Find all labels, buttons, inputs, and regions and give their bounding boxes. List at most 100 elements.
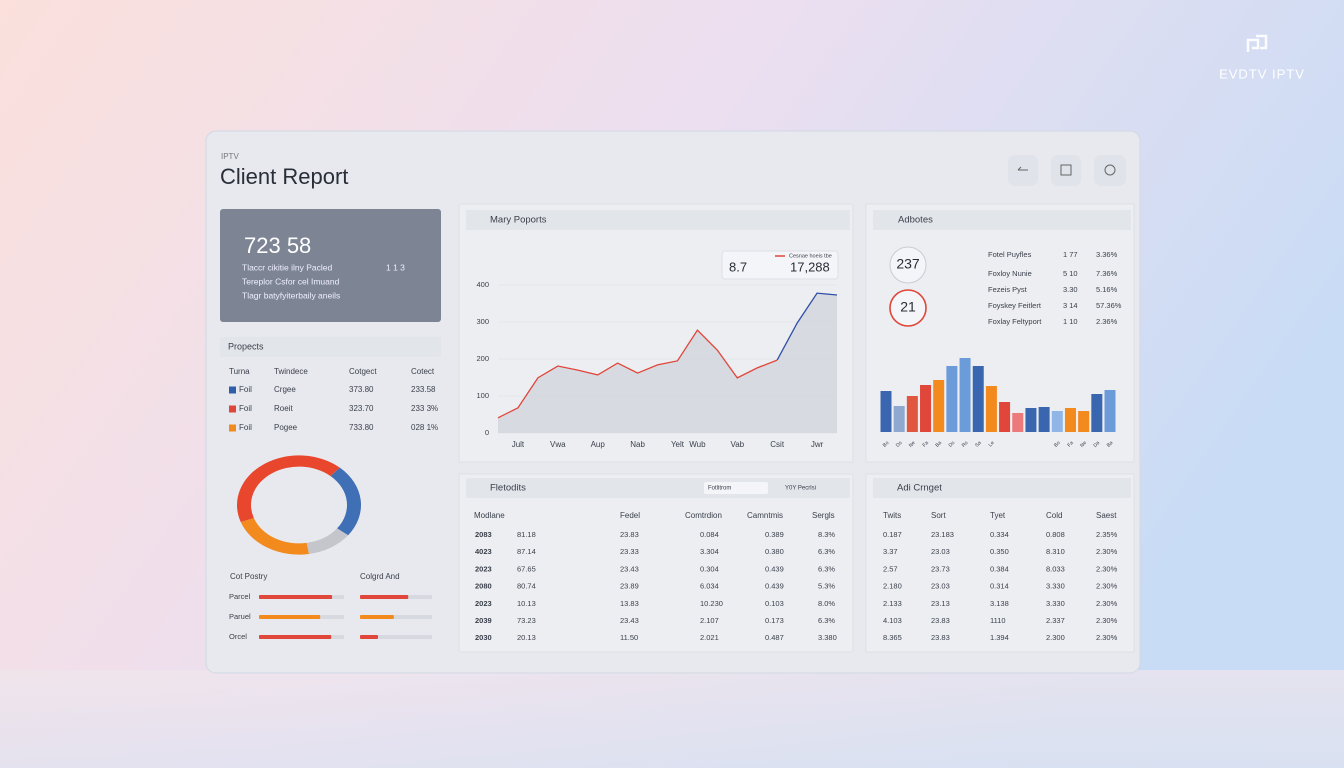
summary-item: Tereplor Csfor cel Imuand (242, 276, 340, 286)
cell: 8.0% (818, 599, 835, 608)
filter: Y0Y Pecrlsi (785, 486, 816, 492)
column-header: Camntmis (747, 511, 783, 520)
cell: 2.133 (883, 599, 902, 608)
cell: 1.394 (990, 633, 1009, 642)
column-header: Twits (883, 511, 901, 520)
cell: 0.103 (765, 599, 784, 608)
tooltip-box (721, 250, 839, 280)
progress-label: Parcel (229, 592, 251, 601)
bar (1012, 413, 1024, 432)
column-header: Modlane (474, 511, 505, 520)
panel-title: Propects (228, 341, 264, 351)
cell: 0.304 (700, 564, 719, 573)
cell: 3.380 (818, 633, 837, 642)
cell: 2.300 (1046, 633, 1065, 642)
summary-item: Tlaccr cikitie ilny Pacled (242, 262, 332, 272)
tooltip-label: 17,288 (790, 259, 830, 274)
ring-value: 237 (896, 256, 920, 272)
x-tick-label: Wub (689, 440, 706, 449)
bar (920, 385, 932, 432)
filter-box[interactable] (704, 482, 768, 494)
ring (889, 246, 927, 284)
cell: 2023 (475, 564, 492, 573)
cell: 6.3% (818, 564, 835, 573)
cell: 8.033 (1046, 564, 1065, 573)
cell: 2039 (475, 616, 492, 625)
line-panel-header (466, 210, 850, 230)
cell: 233.58 (411, 385, 436, 394)
x-tick-label: Jwr (811, 440, 824, 449)
stat-cell: 5.16% (1096, 285, 1118, 294)
stat-cell: 2.36% (1096, 317, 1118, 326)
save-button[interactable] (1051, 155, 1081, 186)
x-tick-label: Ne (1079, 440, 1088, 449)
cell: 2.57 (883, 564, 898, 573)
stat-cell: Fotel Puyfles (988, 250, 1032, 259)
progress-heading: Colgrd And (360, 572, 400, 581)
progress-fill (259, 615, 321, 619)
column-header: Twindece (274, 367, 308, 376)
column-header: Sergls (812, 511, 835, 520)
settings-button[interactable] (1094, 155, 1126, 186)
stats-panel-header (873, 210, 1131, 230)
cell: 6.3% (818, 547, 835, 556)
panel-title: Adi Crnget (897, 483, 942, 494)
x-tick-label: Sa (974, 440, 983, 449)
donut-segment (237, 455, 340, 522)
column-header: Tyet (990, 511, 1006, 520)
y-tick-label: 400 (476, 280, 489, 289)
stat-cell: 57.36% (1096, 301, 1122, 310)
stat-cell: 5 10 (1063, 269, 1078, 278)
bar (959, 358, 971, 432)
y-tick-label: 200 (476, 354, 489, 363)
progress-label: Paruel (229, 612, 251, 621)
line-area (777, 293, 837, 433)
cell: 2.30% (1096, 633, 1118, 642)
column-header: Turna (229, 367, 250, 376)
x-tick-label: Rs (961, 440, 970, 449)
cell: 23.33 (620, 547, 639, 556)
cell: 2083 (475, 530, 492, 539)
line (497, 329, 778, 419)
brand-name: EVDTV IPTV (1219, 66, 1305, 81)
row-swatch (229, 424, 236, 432)
cell: Crgee (274, 385, 296, 394)
ring (889, 289, 927, 327)
column-header: Cotgect (349, 367, 377, 376)
cell: 3.330 (1046, 599, 1065, 608)
stat-cell: 3.30 (1063, 285, 1078, 294)
summary-item: Tlagr batyfyiterbaily aneils (242, 290, 340, 300)
cell: 0.314 (990, 582, 1009, 591)
x-tick-label: Bo (1053, 440, 1062, 449)
bar (893, 406, 905, 432)
bar (1104, 390, 1116, 432)
x-tick-label: Ds (895, 440, 904, 449)
stat-cell: Foxlay Feltyport (988, 317, 1042, 326)
cell: 323.70 (349, 404, 374, 413)
table2-panel-header (873, 478, 1131, 498)
x-tick-label: Yelt (671, 440, 685, 449)
cell: 0.173 (765, 616, 784, 625)
cell: 3.138 (990, 599, 1009, 608)
stat-cell: Foyskey Feitlert (988, 301, 1042, 310)
x-tick-label: Ba (934, 440, 943, 449)
cell: 87.14 (517, 547, 536, 556)
stat-cell: 3 14 (1063, 301, 1078, 310)
cell: 3.37 (883, 547, 898, 556)
bar (1038, 407, 1050, 432)
cell: 233 3% (411, 404, 438, 413)
save-icon (1060, 164, 1072, 176)
x-tick-label: Jult (512, 440, 525, 449)
cell: 0.439 (765, 582, 784, 591)
cell: 3.330 (1046, 582, 1065, 591)
row-swatch (229, 386, 236, 394)
cell: 0.334 (990, 530, 1009, 539)
cell: 0.084 (700, 530, 719, 539)
cell: 6.034 (700, 582, 719, 591)
cell: 0.389 (765, 530, 784, 539)
cell: 23.13 (931, 599, 950, 608)
filter: Fotlitrom (708, 486, 731, 492)
donut-segment (330, 467, 361, 536)
cell: 373.80 (349, 385, 374, 394)
tooltip-value: 8.7 (729, 259, 747, 274)
